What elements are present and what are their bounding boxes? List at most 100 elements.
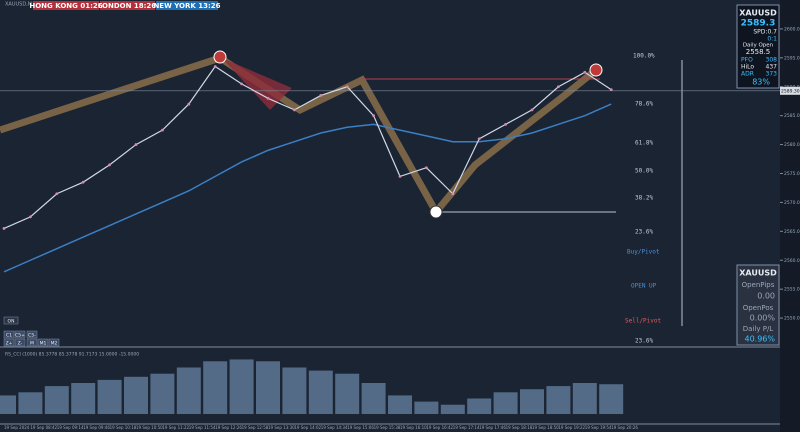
x-tick-label: 19 Sep 19:54 xyxy=(585,425,612,430)
x-tick-label: 19 Sep 14:34 xyxy=(321,425,348,430)
fib-label: 23.6% xyxy=(635,229,653,236)
price-point xyxy=(451,192,455,196)
oscillator-bar xyxy=(229,359,254,414)
button-label[interactable]: M2 xyxy=(51,341,58,347)
x-tick-label: 19 Sep 12:26 xyxy=(215,425,242,430)
x-tick-label: 19 Sep 09:14 xyxy=(57,425,84,430)
button[interactable] xyxy=(26,330,38,339)
price-point xyxy=(557,85,560,89)
button[interactable] xyxy=(26,338,38,347)
x-tick-label: 19 Sep 14:02 xyxy=(294,425,321,430)
info-value: 437 xyxy=(766,64,778,71)
x-tick-label: 19 Sep 15:06 xyxy=(347,425,374,430)
x-tick-label: 19 Sep 10:18 xyxy=(110,425,137,430)
price-point xyxy=(81,180,85,184)
x-tick-label: 19 Sep 15:38 xyxy=(374,425,401,430)
price-axis xyxy=(780,0,800,432)
clock-box xyxy=(156,1,218,10)
oscillator-bar xyxy=(335,373,360,414)
clock-box xyxy=(33,1,99,10)
price-point xyxy=(134,143,138,146)
button-label[interactable]: Z+ xyxy=(6,341,13,347)
fib-label: 50.0% xyxy=(635,168,653,175)
x-tick-label: 19 Sep 08:42 xyxy=(30,425,57,430)
button-label[interactable]: Z- xyxy=(18,341,23,347)
y-tick-label: 2585.00 xyxy=(784,113,800,119)
pl-label: OpenPips xyxy=(742,281,775,289)
oscillator-bar xyxy=(44,386,69,414)
price-point xyxy=(266,96,270,100)
window-title: XAUUSD,M1 xyxy=(5,2,35,8)
y-tick-label: 2560.00 xyxy=(784,258,800,264)
y-tick-label: 2555.00 xyxy=(784,287,800,293)
price-point xyxy=(398,174,402,178)
button-label[interactable]: M1 xyxy=(40,341,47,347)
x-tick-label: 19 Sep 17:46 xyxy=(479,425,506,430)
info-panel xyxy=(736,4,780,89)
info-label: PFO xyxy=(741,57,753,64)
oscillator-bar xyxy=(440,404,465,414)
button[interactable] xyxy=(48,338,60,347)
oscillator-bar xyxy=(256,361,280,414)
info-label: ADR xyxy=(741,71,754,78)
price-point xyxy=(530,108,534,112)
oscillator-bar xyxy=(361,383,386,414)
oscillator-bar xyxy=(150,373,175,414)
button-label[interactable]: C5+ xyxy=(15,333,25,339)
info-price: 2589.3 xyxy=(741,19,776,29)
price-point xyxy=(2,227,6,230)
x-tick-label: 19 Sep 20:26 xyxy=(611,425,638,430)
button[interactable] xyxy=(37,338,49,347)
y-tick-label: 2600.00 xyxy=(784,26,800,32)
button[interactable] xyxy=(14,330,26,339)
oscillator-bar xyxy=(124,376,148,414)
fib-label: 23.6% xyxy=(635,338,653,345)
x-tick-label: 19 Sep 18:18 xyxy=(506,425,533,430)
x-tick-label: 19 Sep 16:10 xyxy=(400,425,427,430)
price-point xyxy=(504,122,507,126)
oscillator-bar xyxy=(493,392,518,414)
oscillator-bar xyxy=(467,398,492,414)
price-point xyxy=(108,163,111,167)
clock: LONDON 18:26 xyxy=(98,2,156,10)
oscillator-label: RS_CCI (1000) 85.3778 85.3778 91.7173 15… xyxy=(5,352,139,358)
pl-label: OpenPos xyxy=(743,304,774,312)
x-tick-label: 19 Sep 16:42 xyxy=(426,425,453,430)
x-tick-label: 19 Sep 13:30 xyxy=(268,425,295,430)
signal-icon xyxy=(429,205,443,219)
oscillator-bar xyxy=(572,383,597,414)
current-price-label: 2589.30 xyxy=(781,88,800,94)
fib-label: 78.6% xyxy=(635,101,653,108)
button[interactable] xyxy=(3,330,15,339)
info-spread: SPD:0.7 xyxy=(753,29,777,36)
oscillator-bar xyxy=(71,383,96,414)
y-tick-label: 2565.00 xyxy=(784,229,800,235)
info-pct: 83% xyxy=(752,78,770,87)
x-tick-label: 19 Sep 19:22 xyxy=(558,425,585,430)
x-tick-label: 19 Sep 10:50 xyxy=(136,425,163,430)
fib-label: Buy/Pivot xyxy=(627,249,660,256)
price-point xyxy=(319,94,323,97)
button[interactable] xyxy=(3,338,15,347)
price-point xyxy=(609,88,613,92)
button[interactable] xyxy=(14,338,26,347)
price-point xyxy=(213,65,217,68)
price-point xyxy=(425,166,428,170)
button-label[interactable]: ON xyxy=(8,319,15,325)
oscillator-bar xyxy=(414,401,439,414)
button-label[interactable]: C1 xyxy=(6,333,12,339)
info-value: 2558.5 xyxy=(746,48,771,56)
info-label: Daily Open xyxy=(743,43,774,49)
clock-box xyxy=(100,1,155,10)
price-point xyxy=(345,85,349,89)
pl-symbol: XAUUSD xyxy=(739,269,777,278)
y-tick-label: 2575.00 xyxy=(784,171,800,177)
oscillator-bar xyxy=(546,386,571,414)
fib-label: 38.2% xyxy=(635,195,653,202)
button-label[interactable]: C5- xyxy=(28,333,36,339)
button[interactable] xyxy=(3,316,19,325)
button-label[interactable]: M xyxy=(30,341,34,347)
fib-label: 61.8% xyxy=(635,140,653,147)
